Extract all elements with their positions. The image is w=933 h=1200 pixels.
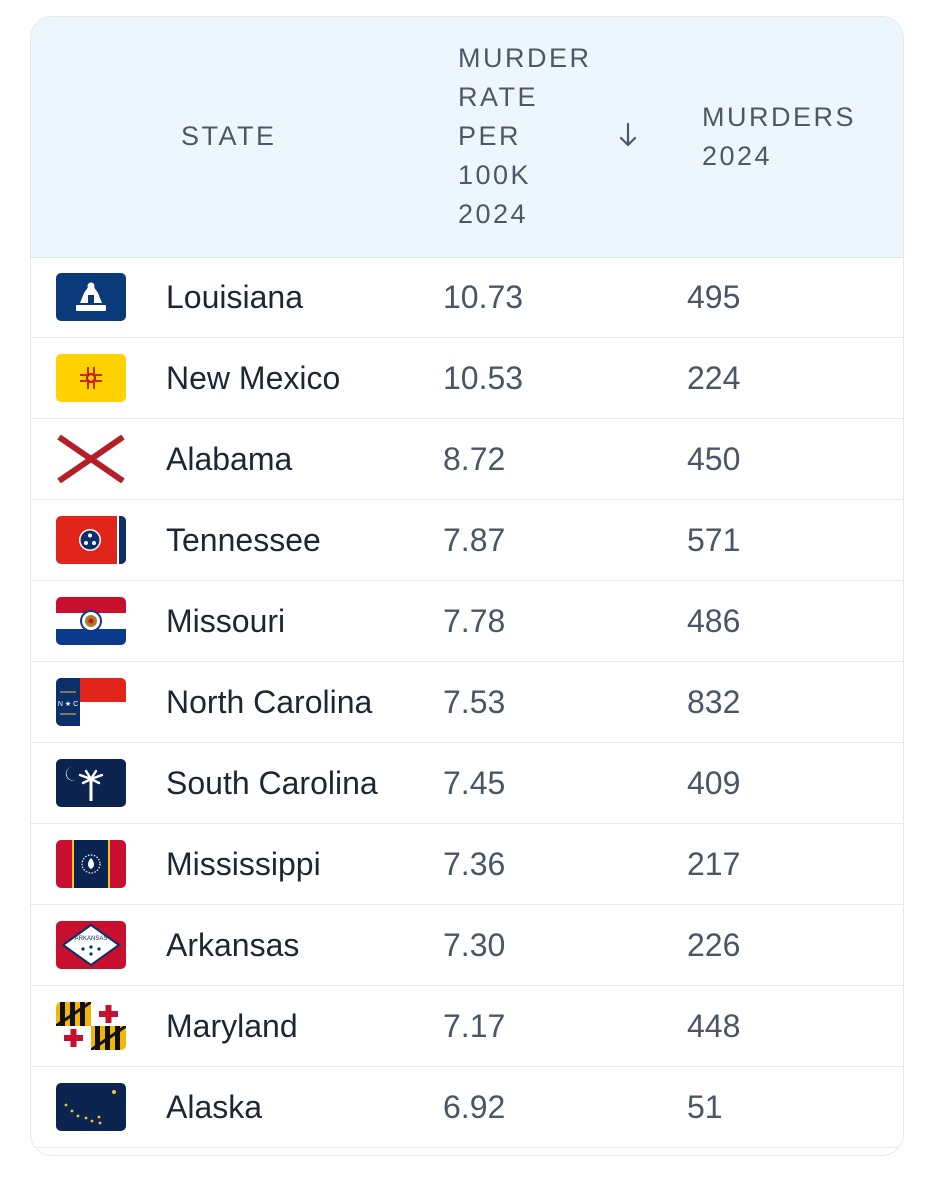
mississippi-flag-icon xyxy=(56,840,126,888)
north-carolina-flag-icon: N ★ C xyxy=(56,678,126,726)
table-header: STATE MURDER RATE PER 100K 2024 MURDERS … xyxy=(31,17,903,258)
missouri-flag-icon xyxy=(56,597,126,645)
state-name: Alabama xyxy=(166,441,293,477)
state-name: Alaska xyxy=(166,1089,263,1125)
table-row[interactable]: Missouri 7.78 486 xyxy=(31,581,903,662)
table-row[interactable]: Alabama 8.72 450 xyxy=(31,419,903,500)
table-row[interactable]: Louisiana 10.73 495 xyxy=(31,257,903,338)
flag-text: ARKANSAS xyxy=(75,936,108,942)
header-rate-line: MURDER xyxy=(458,43,592,73)
murders-count: 217 xyxy=(687,846,741,882)
maryland-flag-icon xyxy=(56,1002,126,1050)
state-name: South Carolina xyxy=(166,765,378,801)
murders-count: 486 xyxy=(687,603,741,639)
murder-rate: 6.92 xyxy=(443,1089,506,1125)
south-carolina-flag-icon xyxy=(56,759,126,807)
header-rate-line: PER xyxy=(458,121,522,151)
state-name: Arkansas xyxy=(166,927,300,963)
alaska-flag-icon xyxy=(56,1083,126,1131)
header-murders-line: 2024 xyxy=(702,141,773,171)
murders-count: 832 xyxy=(687,684,741,720)
murder-rate: 7.36 xyxy=(443,846,506,882)
murder-rate-table: STATE MURDER RATE PER 100K 2024 MURDERS … xyxy=(30,16,904,1156)
header-rate-line: RATE xyxy=(458,82,539,112)
murders-count: 450 xyxy=(687,441,741,477)
table-row[interactable]: Alaska 6.92 51 xyxy=(31,1067,903,1148)
table-row[interactable]: N ★ C North Carolina 7.53 832 xyxy=(31,662,903,743)
header-rate-line: 2024 xyxy=(458,199,529,229)
state-name: Maryland xyxy=(166,1008,298,1044)
arkansas-flag-icon: ARKANSAS xyxy=(56,921,126,969)
murder-rate: 7.30 xyxy=(443,927,506,963)
new-mexico-flag-icon xyxy=(56,354,126,402)
state-name: Tennessee xyxy=(166,522,321,558)
state-name: Mississippi xyxy=(166,846,321,882)
tennessee-flag-icon xyxy=(56,516,126,564)
murders-count: 51 xyxy=(687,1089,723,1125)
alabama-flag-icon xyxy=(56,435,126,483)
murder-rate: 7.45 xyxy=(443,765,506,801)
murder-rate: 10.73 xyxy=(443,279,524,315)
murder-rate: 8.72 xyxy=(443,441,506,477)
state-name: Louisiana xyxy=(166,279,303,315)
header-murder-rate[interactable]: MURDER RATE PER 100K 2024 xyxy=(458,39,608,234)
flag-text: N ★ C xyxy=(58,700,78,708)
table-row[interactable]: Tennessee 7.87 571 xyxy=(31,500,903,581)
header-state[interactable]: STATE xyxy=(181,121,277,151)
header-rate-line: 100K xyxy=(458,160,532,190)
header-murders[interactable]: MURDERS 2024 xyxy=(702,98,872,176)
murders-count: 224 xyxy=(687,360,741,396)
louisiana-flag-icon xyxy=(56,273,126,321)
murder-rate: 7.53 xyxy=(443,684,506,720)
murders-count: 409 xyxy=(687,765,741,801)
table-row[interactable]: Maryland 7.17 448 xyxy=(31,986,903,1067)
arrow-down-icon[interactable] xyxy=(617,121,639,149)
murder-rate: 10.53 xyxy=(443,360,524,396)
murder-rate: 7.78 xyxy=(443,603,506,639)
table-row[interactable]: Mississippi 7.36 217 xyxy=(31,824,903,905)
murders-count: 571 xyxy=(687,522,741,558)
murder-rate: 7.87 xyxy=(443,522,506,558)
murders-count: 495 xyxy=(687,279,741,315)
state-name: New Mexico xyxy=(166,360,341,396)
table-row[interactable]: New Mexico 10.53 224 xyxy=(31,338,903,419)
murder-rate: 7.17 xyxy=(443,1008,506,1044)
table-row[interactable]: ARKANSAS Arkansas 7.30 226 xyxy=(31,905,903,986)
header-murders-line: MURDERS xyxy=(702,102,857,132)
murders-count: 448 xyxy=(687,1008,741,1044)
table-row[interactable]: South Carolina 7.45 409 xyxy=(31,743,903,824)
state-name: Missouri xyxy=(166,603,286,639)
murders-count: 226 xyxy=(687,927,741,963)
state-name: North Carolina xyxy=(166,684,373,720)
